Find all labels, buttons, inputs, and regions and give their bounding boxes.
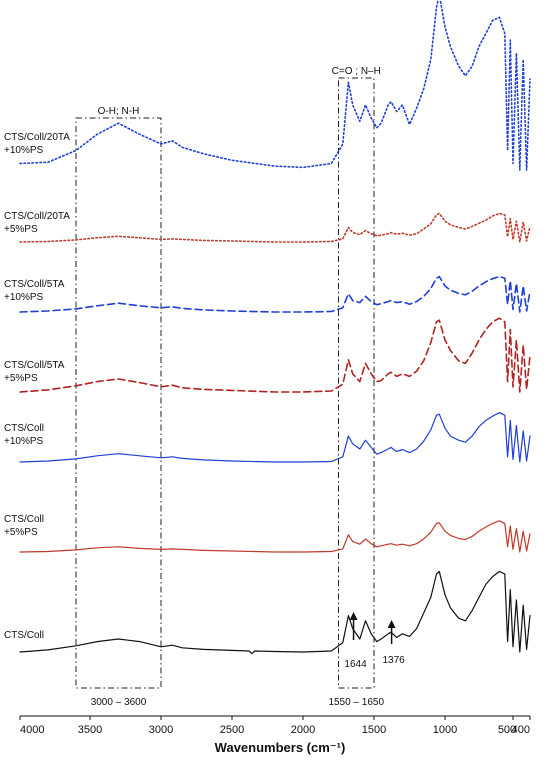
spectrum-line-6 — [19, 520, 531, 553]
spectrum-line-1 — [19, 0, 531, 171]
region-box-1 — [75, 117, 162, 689]
x-tick-label-2500: 2500 — [220, 724, 244, 736]
spectrum-line-5 — [19, 412, 531, 463]
series-labels-layer: CTS/Coll/20TA +10%PS CTS/Coll/20TA +5%PS CTS… — [4, 132, 70, 641]
x-tick-label-1000: 1000 — [433, 724, 457, 736]
series-label-2-line-1: CTS/Coll/20TA — [4, 211, 70, 222]
series-label-3-line-2: +10%PS — [4, 292, 44, 303]
spectrum-line-4 — [19, 317, 531, 393]
peak-arrow-head-1 — [349, 612, 358, 620]
spectrum-line-3 — [19, 275, 531, 313]
spectra-layer — [19, 0, 531, 655]
series-label-1-line-2: +10%PS — [4, 145, 44, 156]
peak-label-1: 1644 — [344, 659, 367, 670]
highlight-regions: O-H; N-H 3000 – 3600 C=O ; N–H 1550 – 1650 — [75, 66, 384, 708]
series-label-2-line-2: +5%PS — [4, 224, 38, 235]
series-label-5-line-2: +10%PS — [4, 436, 44, 447]
region-box-2 — [338, 77, 375, 689]
x-tick-label-400: 400 — [512, 724, 530, 736]
x-axis-title: Wavenumbers (cm⁻¹) — [215, 740, 346, 755]
region-label-1: O-H; N-H — [98, 106, 140, 117]
region-range-label-2: 1550 – 1650 — [328, 697, 384, 708]
series-label-3-line-1: CTS/Coll/5TA — [4, 279, 65, 290]
x-tick-label-3500: 3500 — [78, 724, 102, 736]
x-tick-label-2000: 2000 — [291, 724, 315, 736]
spectrum-line-2 — [19, 212, 531, 243]
series-label-6-line-1: CTS/Coll — [4, 514, 44, 525]
x-tick-label-3000: 3000 — [149, 724, 173, 736]
series-label-6-line-2: +5%PS — [4, 527, 38, 538]
series-label-7-line-1: CTS/Coll — [4, 630, 44, 641]
peak-markers-layer: 1644 1376 — [344, 612, 405, 670]
series-label-4-line-2: +5%PS — [4, 373, 38, 384]
peak-arrow-head-2 — [387, 620, 396, 628]
series-label-4-line-1: CTS/Coll/5TA — [4, 360, 65, 371]
region-label-2: C=O ; N–H — [332, 66, 381, 77]
spectrum-line-7 — [19, 570, 531, 655]
region-range-label-1: 3000 – 3600 — [91, 697, 147, 708]
series-label-1-line-1: CTS/Coll/20TA — [4, 132, 70, 143]
x-tick-label-500: 500 — [498, 724, 516, 736]
peak-label-2: 1376 — [382, 655, 405, 666]
series-label-5-line-1: CTS/Coll — [4, 423, 44, 434]
x-tick-label-1500: 1500 — [362, 724, 386, 736]
x-tick-label-4000: 4000 — [20, 724, 44, 736]
